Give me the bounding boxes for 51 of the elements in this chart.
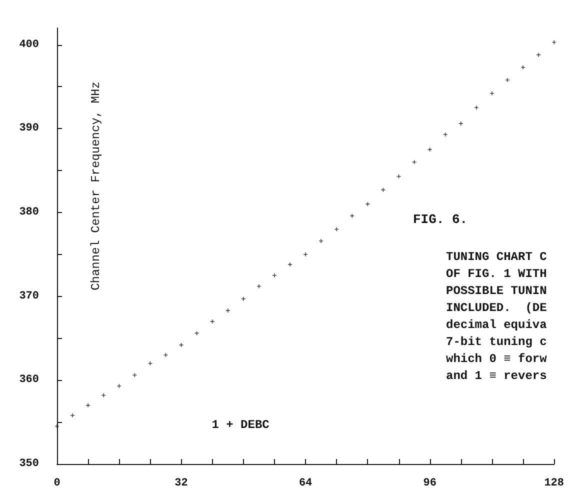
annotation: decimal equiva [446,318,547,332]
point [490,91,494,96]
point [334,227,339,232]
y-tick-label: 370 [19,290,39,302]
point [396,174,401,178]
point [366,202,370,206]
point [102,393,106,398]
y-tick-label: 400 [19,38,39,51]
point [132,373,137,378]
x-tick-label: 128 [544,478,564,490]
annotation: POSSIBLE TUNIN [446,284,547,298]
annotation: OF FIG. 1 WITH [446,267,547,281]
point [117,384,122,388]
point [319,238,324,243]
annotation: and 1 ≡ revers [446,369,547,383]
y-tick-label: 380 [19,206,39,218]
point [70,413,75,418]
point [288,262,292,266]
y-tick-label: 390 [19,122,39,135]
point [86,403,90,408]
point [521,65,526,70]
point [226,308,230,313]
point [458,122,463,126]
point [304,252,308,256]
y-tick-label: 360 [19,374,39,386]
x-tick-label: 64 [298,478,313,490]
annotation: 7-bit tuning c [446,335,547,349]
point [505,78,510,82]
point [552,40,556,44]
x-tick-label: 32 [174,478,188,490]
x-tick-label: 96 [423,478,436,490]
point [428,148,432,152]
annotation: which 0 ≡ forw [446,352,548,366]
text: FIG. 6. [413,212,468,227]
point [272,273,276,278]
point [474,106,478,110]
x-tick-label: 0 [54,478,60,490]
point [179,342,184,347]
x-axis-title: 1 + DEBC [212,418,270,432]
point [443,132,448,136]
point [536,52,541,57]
y-axis-title: Channel Center Frequency, MHz [89,82,103,290]
annotation: TUNING CHART C [446,250,547,264]
point [148,361,152,366]
annotation: INCLUDED. (DE [446,301,547,315]
point [256,284,261,288]
y-tick-label: 350 [19,458,39,470]
point [55,424,59,428]
point [210,319,214,324]
point [164,353,168,357]
point [241,296,246,301]
